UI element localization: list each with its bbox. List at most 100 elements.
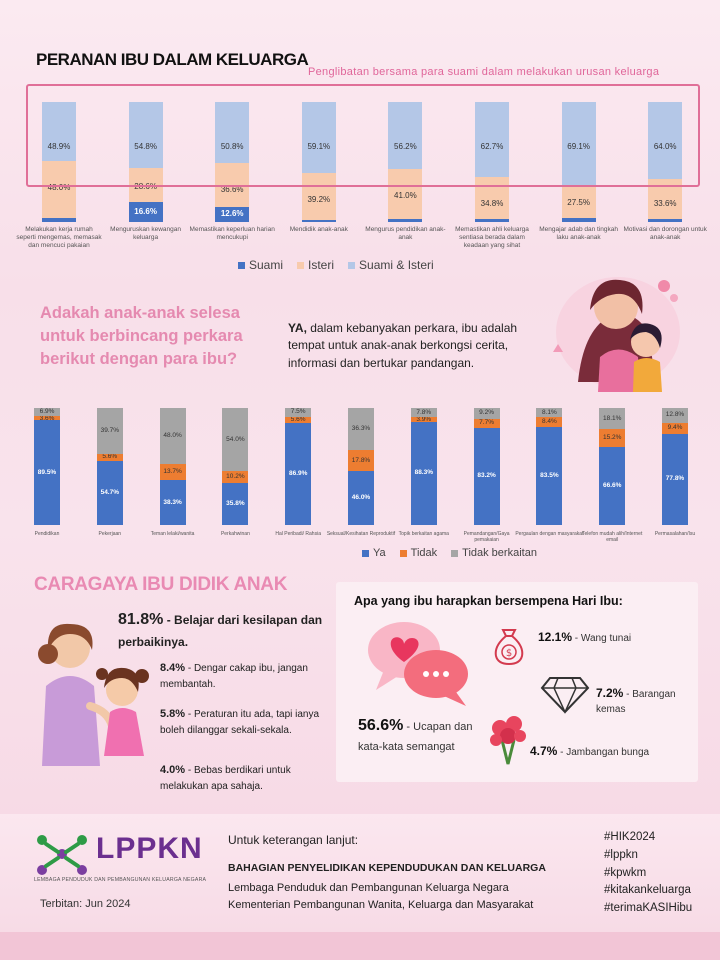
legend-label: Ya <box>373 547 386 559</box>
legend-item: Isteri <box>297 258 334 272</box>
flower-bouquet-icon <box>490 716 526 765</box>
item-text: - Barangan kemas <box>596 689 676 715</box>
section1-title: PERANAN IBU DALAM KELUARGA <box>36 50 309 69</box>
item-pct: 7.2% <box>596 686 624 700</box>
data-label: 48.0% <box>163 432 182 440</box>
chart-peranan-ibu: 3.1%48.0%48.9%Melakukan kerja rumah sepe… <box>0 0 720 280</box>
data-label: 66.6% <box>602 482 622 490</box>
data-label: 12.8% <box>665 411 685 419</box>
bar-ya <box>285 423 312 525</box>
hari-ibu-item: 7.2% - Barangan kemas <box>596 684 686 717</box>
bar-tidak <box>222 471 249 484</box>
bar-tidak <box>410 417 437 422</box>
section3-main: 81.8% - Belajar dari kesilapan dan perba… <box>118 608 328 651</box>
bar-tidak-berkaitan <box>34 408 60 417</box>
data-label: 17.8% <box>351 456 371 464</box>
bar-suami <box>42 218 76 222</box>
category-label: Memastikan keperluan harian mencukupi <box>189 226 275 241</box>
org-name-2: Kementerian Pembangunan Wanita, Keluarga… <box>228 899 534 911</box>
hari-ibu-panel <box>336 582 698 782</box>
hashtag[interactable]: #kpwkm <box>604 866 647 879</box>
section2-answer: YA, dalam kebanyakan perkara, ibu adalah… <box>288 320 543 372</box>
bar-ya <box>34 420 60 525</box>
data-label: 9.4% <box>667 424 683 432</box>
legend-item: Tidak berkaitan <box>451 547 537 559</box>
bar-tidak <box>96 454 123 461</box>
hashtag[interactable]: #terimaKASIHibu <box>604 902 693 915</box>
category-label: Pekerjaan <box>98 531 122 537</box>
bar-suami <box>128 202 163 222</box>
mother-daughter-illustration <box>553 277 680 392</box>
category-label: Menguruskan kewangan keluarga <box>110 226 181 241</box>
hashtag[interactable]: #lppkn <box>604 848 638 861</box>
data-label: 33.6% <box>653 199 677 208</box>
bar-tidak-berkaitan <box>285 408 312 417</box>
data-label: 27.5% <box>567 197 590 207</box>
data-label: 16.6% <box>134 207 157 217</box>
bar-suami-isteri <box>215 102 250 163</box>
data-label: 86.9% <box>288 470 308 478</box>
data-label: 10.2% <box>226 473 245 481</box>
main-text: - Ucapan dan kata-kata semangat <box>358 721 473 753</box>
bar-ya <box>96 461 123 525</box>
bar-isteri <box>475 177 509 219</box>
hashtag[interactable]: #HIK2024 <box>604 831 656 843</box>
data-label: 41.0% <box>394 191 417 201</box>
dept-name: BAHAGIAN PENYELIDIKAN KEPENDUDUKAN DAN K… <box>228 862 546 874</box>
hari-ibu-item: 12.1% - Wang tunai <box>538 630 631 644</box>
section3-title: CARAGAYA IBU DIDIK ANAK <box>34 574 288 595</box>
hashtag[interactable]: #kitakankeluarga <box>604 884 691 897</box>
legend-swatch <box>399 549 407 557</box>
data-label: 8.1% <box>541 408 557 416</box>
bar-ya <box>222 483 249 525</box>
data-label: 15.2% <box>602 434 622 442</box>
bar-suami-isteri <box>128 102 163 168</box>
item-pct: 12.1% <box>538 630 573 644</box>
answer-lead: YA, <box>288 321 307 335</box>
data-label: 59.1% <box>307 142 331 151</box>
bar-tidak-berkaitan <box>159 408 186 465</box>
category-label: Memastikan ahli keluarga sentiasa berada… <box>455 226 529 249</box>
bar-tidak <box>285 416 312 424</box>
category-label: Mendidik anak-anak <box>289 226 348 233</box>
section1-subtitle: Penglibatan bersama para suami dalam mel… <box>308 66 660 78</box>
legend-label: Suami & Isteri <box>359 258 434 272</box>
item-text: - Jambangan bunga <box>557 747 650 758</box>
diamond-icon <box>540 677 590 714</box>
bar-tidak-berkaitan <box>222 408 249 472</box>
chart-anak-berbincang: 89.5% 3.6% 6.9% Pendidikan 54.7% 5.6% 39.7% Pek… <box>34 407 695 543</box>
data-label: 12.6% <box>220 209 244 219</box>
lppkn-logo-icon <box>37 835 87 875</box>
more-info-label: Untuk keterangan lanjut: <box>228 833 359 847</box>
data-label: 36.6% <box>220 184 244 194</box>
bar-suami <box>475 219 509 222</box>
caragaya-item: 8.4% - Dengar cakap ibu, jangan membanta… <box>160 660 320 692</box>
bar-tidak-berkaitan <box>662 408 688 423</box>
category-label: Melakukan kerja rumah seperti mengemas, … <box>16 226 102 249</box>
legend-swatch <box>238 261 245 269</box>
footer <box>0 814 720 932</box>
bar-tidak <box>599 429 626 448</box>
data-label: 5.6% <box>290 415 306 423</box>
chart2-legend: Ya Tidak Tidak berkaitan <box>362 547 537 559</box>
data-label: 36.3% <box>351 425 371 433</box>
hari-ibu-item: 4.7% - Jambangan bunga <box>530 744 649 758</box>
bar-ya <box>599 447 626 525</box>
data-label: 88.3% <box>414 469 434 477</box>
bar-suami <box>561 217 596 222</box>
bar-suami-isteri <box>648 101 683 179</box>
data-label: 8.4% <box>541 418 557 426</box>
category-label: Pemandangan/Gaya pemakaian <box>463 531 510 543</box>
mother-child-illustration <box>38 623 149 766</box>
legend-label: Isteri <box>308 258 335 272</box>
bar-ya <box>473 427 500 525</box>
data-label: 48.0% <box>47 182 71 192</box>
legend-label: Tidak berkaitan <box>462 547 537 559</box>
money-bag-icon: $ <box>494 629 524 666</box>
data-label: 54.7% <box>100 489 120 496</box>
bar-ya <box>536 427 563 525</box>
data-label: 38.3% <box>163 498 182 506</box>
bar-tidak <box>34 416 60 421</box>
data-label: 50.8% <box>220 142 244 151</box>
category-label: Teman lelaki/wanita <box>150 531 195 537</box>
